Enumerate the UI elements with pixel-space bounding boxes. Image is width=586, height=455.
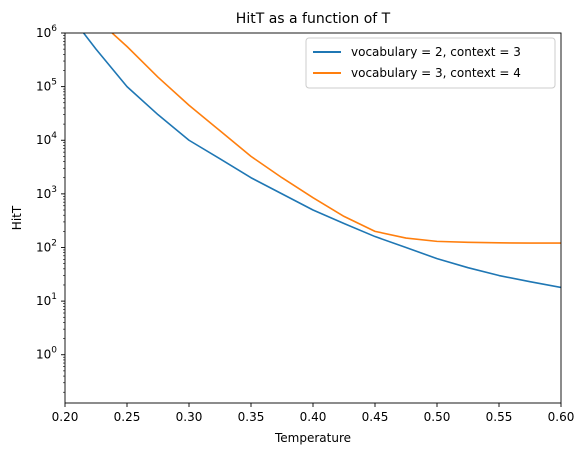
chart-title: HitT as a function of T <box>236 11 391 27</box>
series-line-2 <box>111 33 561 244</box>
legend: vocabulary = 2, context = 3 vocabulary =… <box>305 37 556 89</box>
x-tick-label: 0.40 <box>300 410 327 424</box>
y-tick-label: 101 <box>36 292 57 308</box>
series-line-1 <box>82 33 561 289</box>
y-tick-label: 100 <box>36 346 57 362</box>
y-tick-label: 103 <box>36 185 57 201</box>
x-tick-label: 0.20 <box>52 410 79 424</box>
y-axis-label: HitT <box>10 205 24 230</box>
y-tick-label: 106 <box>36 24 57 40</box>
y-tick-label: 104 <box>36 131 57 147</box>
legend-label-series-2: vocabulary = 3, context = 4 <box>351 66 521 80</box>
x-tick-label: 0.60 <box>548 410 575 424</box>
legend-box <box>305 37 556 89</box>
y-tick-label: 102 <box>36 238 57 254</box>
x-axis-label: Temperature <box>274 431 351 445</box>
series-lines <box>82 33 561 289</box>
x-tick-label: 0.50 <box>424 410 451 424</box>
x-tick-label: 0.35 <box>238 410 265 424</box>
x-tick-label: 0.45 <box>362 410 389 424</box>
x-tick-label: 0.30 <box>176 410 203 424</box>
x-tick-label: 0.25 <box>114 410 141 424</box>
legend-label-series-1: vocabulary = 2, context = 3 <box>351 45 521 59</box>
plot-area: 0.20 0.25 0.30 0.35 0.40 0.45 0.50 0.55 0.60 100… <box>36 24 574 424</box>
x-axis: 0.20 0.25 0.30 0.35 0.40 0.45 0.50 0.55 0.60 <box>52 403 575 424</box>
x-tick-label: 0.55 <box>486 410 513 424</box>
y-tick-label: 105 <box>36 78 57 94</box>
y-axis: 100 101 102 103 104 105 106 <box>36 24 65 393</box>
